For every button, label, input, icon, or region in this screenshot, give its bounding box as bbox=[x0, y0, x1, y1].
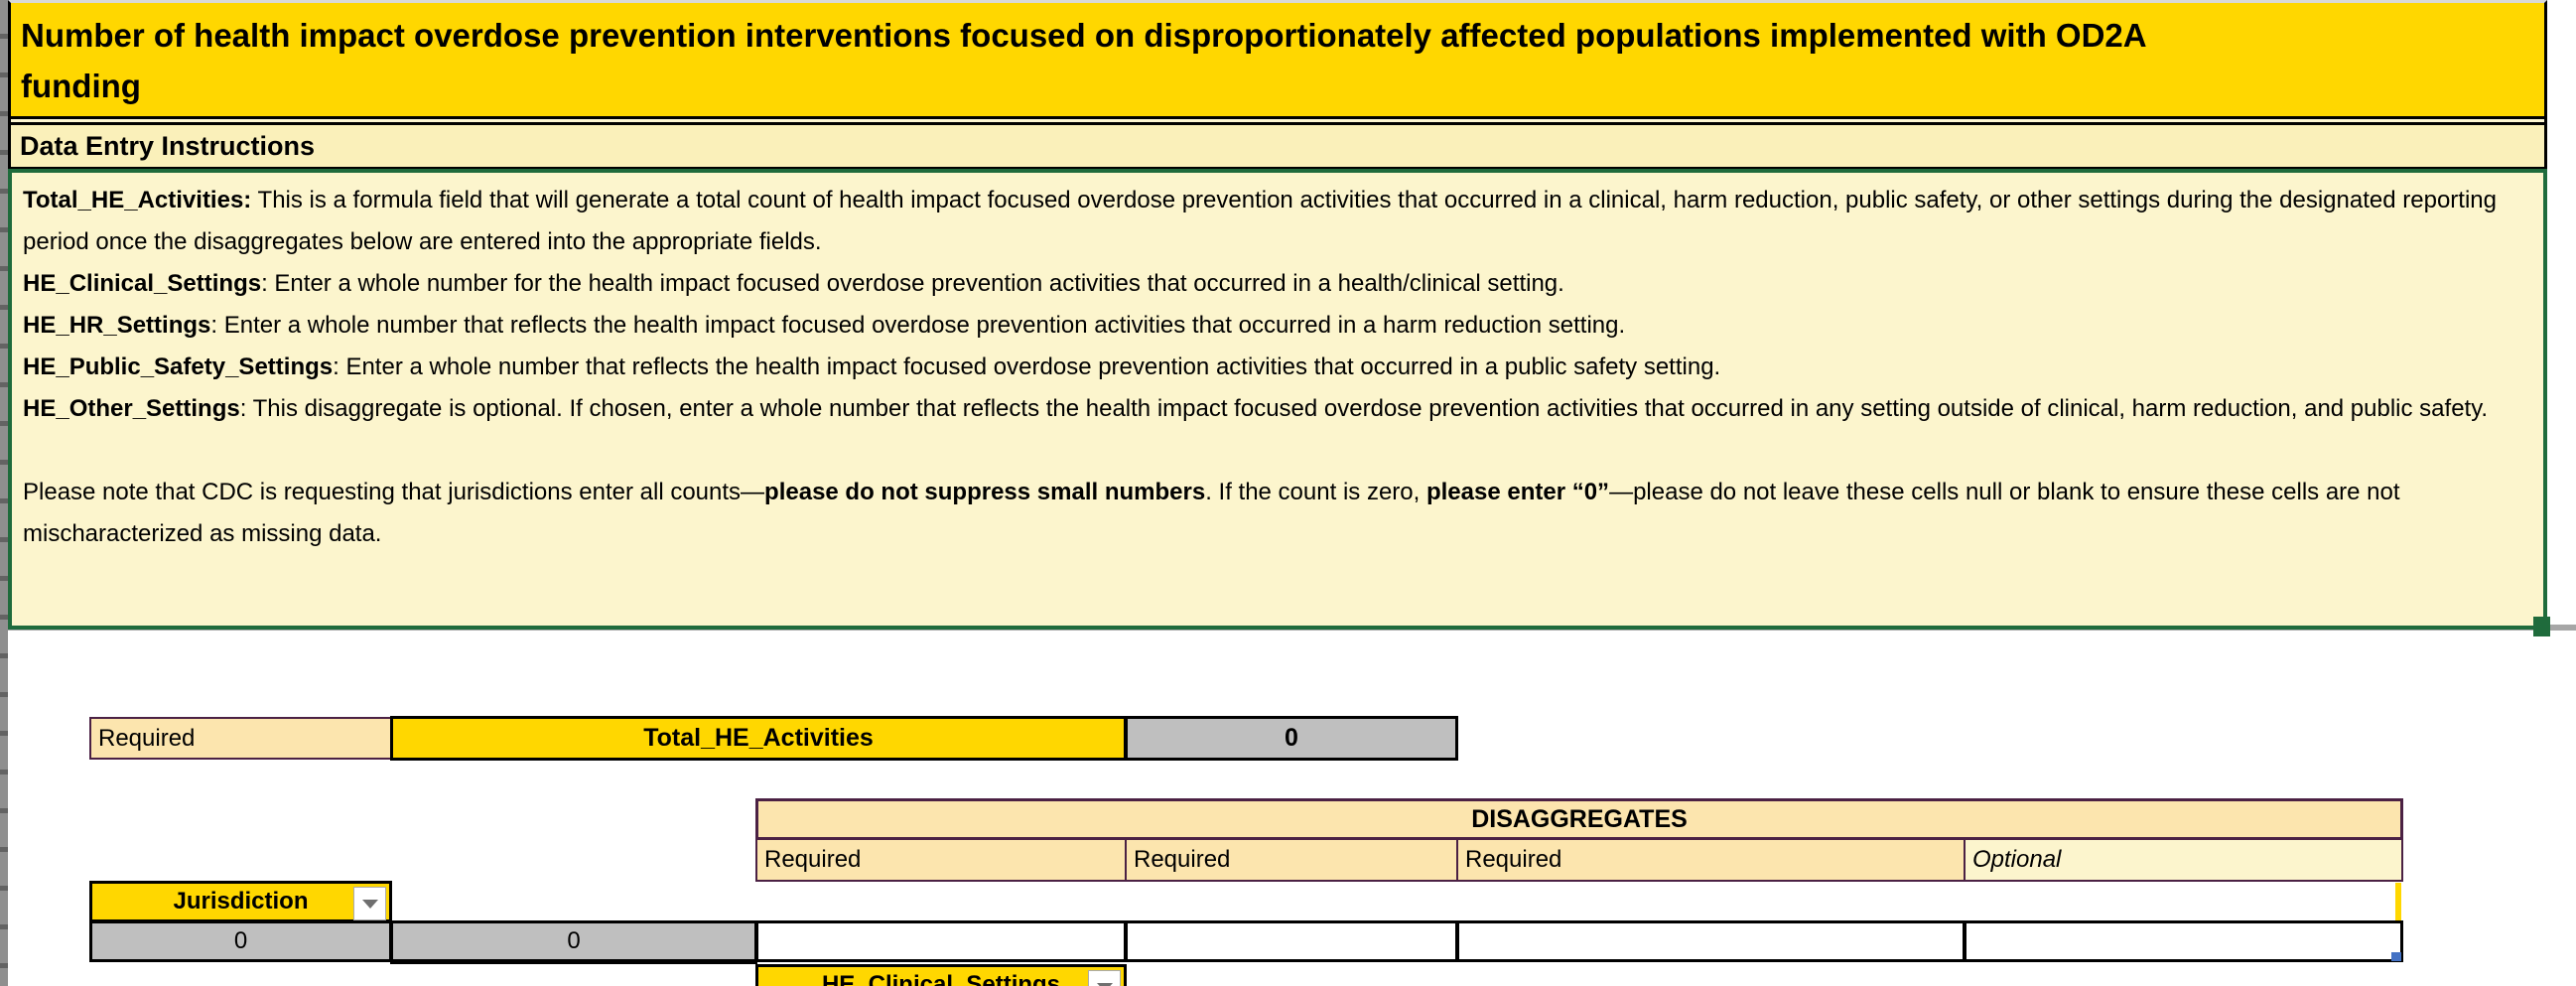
selection-handle bbox=[2533, 617, 2550, 636]
he-clinical-filter-dropdown[interactable] bbox=[1088, 970, 1121, 986]
row-header-strip bbox=[0, 0, 8, 986]
page-title-line2: funding bbox=[21, 68, 141, 104]
instruction-total: Total_HE_Activities: This is a formula f… bbox=[23, 187, 2497, 255]
instruction-other: HE_Other_Settings: This disaggregate is … bbox=[23, 395, 2489, 422]
requirement-clinical: Required bbox=[755, 838, 1127, 882]
chevron-down-icon bbox=[1096, 982, 1113, 986]
he-clinical-input-cell[interactable] bbox=[755, 920, 1127, 962]
instruction-public-safety: HE_Public_Safety_Settings: Enter a whole… bbox=[23, 353, 1721, 380]
he-hr-input-cell[interactable] bbox=[1125, 920, 1458, 962]
total-he-activities-label: Total_HE_Activities bbox=[390, 716, 1127, 761]
reporting-period-value-cell[interactable]: 0 bbox=[390, 920, 757, 962]
jurisdiction-label: Jurisdiction bbox=[173, 888, 309, 915]
column-header-jurisdiction: Jurisdiction bbox=[89, 881, 392, 922]
chevron-down-icon bbox=[361, 899, 378, 909]
requirement-other: Optional bbox=[1964, 838, 2403, 882]
fill-handle[interactable] bbox=[2391, 952, 2401, 961]
he-public-safety-input-cell[interactable] bbox=[1456, 920, 1966, 962]
instructions-header: Data Entry Instructions bbox=[8, 125, 2547, 169]
spacer bbox=[23, 430, 2527, 472]
jurisdiction-filter-dropdown[interactable] bbox=[353, 887, 386, 920]
instruction-note: Please note that CDC is requesting that … bbox=[23, 479, 2400, 547]
page-title-line1: Number of health impact overdose prevent… bbox=[21, 17, 2147, 54]
he-other-input-cell[interactable] bbox=[1964, 920, 2403, 962]
instruction-hr: HE_HR_Settings: Enter a whole number tha… bbox=[23, 312, 1626, 339]
title-divider bbox=[8, 116, 2547, 125]
requirement-public-safety: Required bbox=[1456, 838, 1966, 882]
instruction-clinical: HE_Clinical_Settings: Enter a whole numb… bbox=[23, 270, 1564, 297]
jurisdiction-value-cell[interactable]: 0 bbox=[89, 920, 392, 962]
page-title: Number of health impact overdose prevent… bbox=[8, 0, 2547, 116]
column-header-he-clinical: HE_Clinical_Settings bbox=[755, 964, 1127, 986]
total-he-activities-value: 0 bbox=[1125, 716, 1458, 761]
disaggregates-header: DISAGGREGATES bbox=[755, 798, 2403, 840]
he-clinical-label: HE_Clinical_Settings bbox=[821, 971, 1061, 986]
instructions-header-label: Data Entry Instructions bbox=[20, 130, 316, 161]
instructions-body: Total_HE_Activities: This is a formula f… bbox=[8, 169, 2547, 630]
requirement-hr: Required bbox=[1125, 838, 1458, 882]
header-edge-strip bbox=[2395, 883, 2401, 920]
summary-requirement-cell: Required bbox=[89, 717, 392, 760]
